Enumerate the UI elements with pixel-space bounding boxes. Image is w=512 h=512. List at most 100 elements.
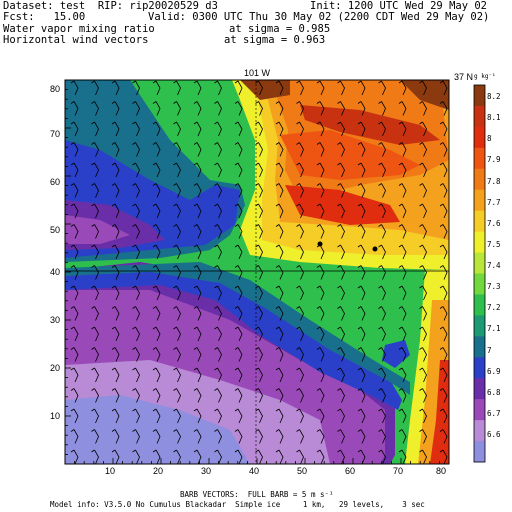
wind-barb bbox=[378, 367, 386, 383]
wind-barb bbox=[296, 121, 304, 137]
wind-barb bbox=[255, 306, 263, 321]
wind-barb bbox=[173, 367, 181, 383]
wind-barb bbox=[398, 121, 407, 137]
wind-barb bbox=[70, 326, 79, 342]
wind-barb bbox=[91, 142, 99, 157]
wind-barb bbox=[296, 142, 304, 157]
y-tick-label: 60 bbox=[50, 177, 61, 187]
wind-barb bbox=[111, 183, 120, 198]
wind-barb bbox=[337, 285, 345, 301]
wind-barb bbox=[439, 244, 448, 260]
wind-barb bbox=[193, 285, 202, 301]
wind-barb bbox=[275, 101, 284, 116]
wind-barb bbox=[152, 224, 161, 239]
wind-barb bbox=[439, 285, 448, 301]
field2-name: Horizontal wind vectors bbox=[3, 34, 149, 46]
wind-barb bbox=[91, 367, 99, 383]
wind-barb bbox=[439, 347, 448, 362]
wind-barb bbox=[439, 121, 448, 137]
wind-barb bbox=[214, 429, 222, 444]
wind-barb bbox=[132, 80, 140, 96]
wind-barb bbox=[234, 142, 243, 157]
wind-barb bbox=[70, 306, 79, 321]
wind-barb bbox=[337, 183, 345, 198]
wind-barb bbox=[357, 429, 366, 444]
wind-barb bbox=[214, 306, 222, 321]
wind-barb bbox=[91, 326, 99, 342]
wind-barb bbox=[70, 80, 79, 96]
wind-barb bbox=[91, 101, 99, 116]
wind-barb bbox=[255, 429, 263, 444]
wind-barb bbox=[214, 326, 222, 342]
wind-barb bbox=[398, 449, 407, 465]
wind-barb bbox=[91, 265, 99, 280]
wind-barb bbox=[419, 183, 427, 198]
wind-barb bbox=[173, 203, 181, 219]
wind-barb bbox=[214, 367, 222, 383]
y-tick-label: 50 bbox=[50, 225, 61, 235]
wind-barb bbox=[439, 203, 448, 219]
wind-barb bbox=[337, 80, 345, 96]
wind-barb bbox=[337, 203, 345, 219]
colorbar-swatch bbox=[474, 168, 485, 191]
wind-barb bbox=[357, 388, 366, 403]
wind-barb bbox=[214, 162, 222, 178]
wind-barb bbox=[316, 388, 325, 403]
wind-barb bbox=[275, 142, 284, 157]
wind-barb bbox=[152, 121, 161, 137]
wind-barb bbox=[337, 449, 345, 465]
wind-barb bbox=[296, 326, 304, 342]
colorbar-swatch bbox=[474, 420, 485, 442]
y-tick-label: 30 bbox=[50, 315, 61, 325]
wind-barb bbox=[357, 265, 366, 280]
wind-barb bbox=[111, 449, 120, 465]
wind-barb bbox=[214, 265, 222, 280]
wind-barb bbox=[398, 142, 407, 157]
wind-barb bbox=[419, 265, 427, 280]
colorbar-label: 7.6 bbox=[487, 219, 501, 228]
wind-barb bbox=[152, 306, 161, 321]
field1-level: at sigma = 0.985 bbox=[229, 23, 331, 35]
wind-barb bbox=[132, 121, 140, 137]
colorbar-label: 7.1 bbox=[487, 324, 501, 333]
wind-barb bbox=[152, 203, 161, 219]
dataset-label: Dataset: test RIP: rip20020529 d3 bbox=[3, 0, 218, 12]
wind-barb bbox=[111, 101, 120, 116]
wind-barb bbox=[132, 101, 140, 116]
wind-barb bbox=[255, 265, 263, 280]
wind-barb bbox=[193, 306, 202, 321]
wind-barb bbox=[173, 388, 181, 403]
wind-barb bbox=[337, 388, 345, 403]
x-tick-label: 40 bbox=[249, 466, 260, 476]
wind-barb bbox=[357, 326, 366, 342]
wind-barb bbox=[193, 142, 202, 157]
wind-barb bbox=[316, 224, 325, 239]
city-dot bbox=[372, 246, 378, 252]
wind-barb bbox=[296, 388, 304, 403]
model-info: Model info: V3.5.0 No Cumulus Blackadar … bbox=[50, 500, 425, 509]
wind-barb bbox=[193, 347, 202, 362]
wind-barb bbox=[316, 449, 325, 465]
wind-barb bbox=[152, 449, 161, 465]
wind-barb bbox=[378, 429, 386, 444]
colorbar-swatch bbox=[474, 210, 485, 233]
wind-barb bbox=[70, 224, 79, 239]
wind-barb bbox=[193, 408, 202, 424]
wind-barb bbox=[152, 80, 161, 96]
colorbar-label: 7 bbox=[487, 346, 492, 355]
wind-barb bbox=[234, 367, 243, 383]
wind-barb bbox=[193, 265, 202, 280]
wind-barb bbox=[378, 449, 386, 465]
wind-barb bbox=[132, 142, 140, 157]
wind-barb bbox=[214, 388, 222, 403]
wind-barb bbox=[70, 142, 79, 157]
wind-barb bbox=[214, 142, 222, 157]
wind-barb bbox=[152, 265, 161, 280]
wind-barb bbox=[91, 121, 99, 137]
wind-barb bbox=[296, 347, 304, 362]
wind-barb bbox=[439, 449, 448, 465]
wind-barb bbox=[316, 80, 325, 96]
wind-barb bbox=[132, 265, 140, 280]
wind-barb bbox=[173, 285, 181, 301]
